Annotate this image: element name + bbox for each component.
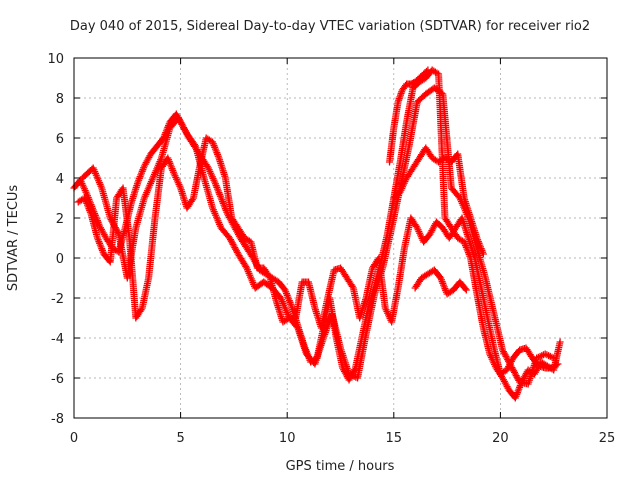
data-point	[114, 228, 122, 236]
data-point	[550, 354, 558, 362]
x-tick-label: 0	[70, 431, 78, 446]
series-tertiary-trace	[79, 84, 558, 388]
data-point	[137, 306, 145, 314]
data-point	[479, 250, 487, 258]
y-tick-label: 0	[56, 252, 64, 267]
x-tick-label: 25	[599, 431, 616, 446]
data-point	[190, 141, 198, 148]
data-point	[348, 282, 356, 290]
series-secondary-trace	[74, 134, 562, 378]
y-axis-label: SDTVAR / TECUs	[6, 185, 21, 292]
axis-ticks: 0 5 10 15 20 25 -8 -6 -4 -2 0 2 4 6 8 10	[47, 52, 615, 446]
x-axis-label: GPS time / hours	[286, 459, 395, 474]
data-point	[462, 286, 470, 294]
y-tick-label: 10	[47, 52, 64, 67]
data-point	[554, 360, 562, 368]
series-mid-branch	[390, 144, 487, 258]
y-tick-label: 2	[56, 212, 64, 227]
y-tick-label: -2	[51, 292, 64, 307]
x-tick-label: 15	[386, 431, 403, 446]
data-point	[265, 272, 273, 280]
x-tick-label: 20	[492, 431, 509, 446]
data-point	[422, 67, 430, 75]
data-point	[424, 66, 432, 74]
y-tick-label: -4	[51, 332, 64, 347]
series-upper-branch	[386, 66, 432, 166]
y-tick-label: -8	[51, 412, 64, 427]
data-point	[461, 285, 469, 293]
y-tick-label: -6	[51, 372, 64, 387]
y-tick-label: 6	[56, 132, 64, 147]
x-tick-label: 5	[176, 431, 184, 446]
plot-frame	[73, 57, 608, 419]
data-point	[556, 338, 564, 346]
chart-title: Day 040 of 2015, Sidereal Day-to-day VTE…	[70, 19, 590, 34]
data-marks	[70, 66, 564, 402]
grid-lines	[74, 58, 607, 418]
series-lower-branch	[411, 266, 470, 298]
data-point	[552, 361, 560, 369]
y-tick-label: 4	[56, 172, 64, 187]
y-tick-label: 8	[56, 92, 64, 107]
x-tick-label: 10	[279, 431, 296, 446]
data-point	[188, 196, 196, 204]
